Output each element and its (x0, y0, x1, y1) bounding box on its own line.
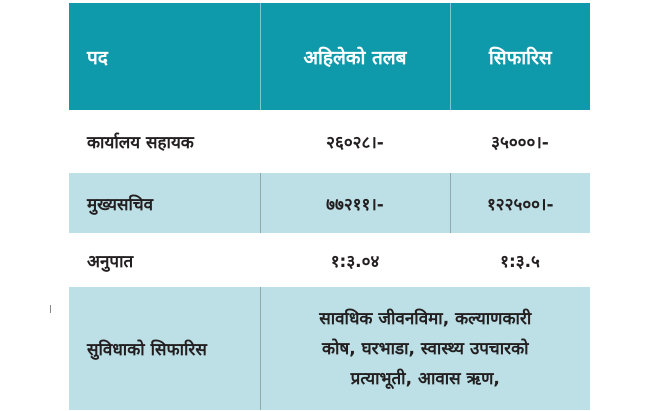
cell-recommended: १:३.५ (450, 233, 590, 287)
table-row: मुख्यसचिव ७७२११।- १२२५००।- (69, 173, 590, 233)
header-post: पद (69, 3, 260, 110)
cell-current: २६०२८।- (260, 110, 450, 173)
cell-post: अनुपात (69, 233, 260, 287)
cell-post: मुख्यसचिव (69, 173, 260, 233)
table-row: अनुपात १:३.०४ १:३.५ (69, 233, 590, 287)
benefits-label: सुविधाको सिफारिस (69, 287, 260, 410)
benefits-line: कोष, घरभाडा, स्वास्थ्य उपचारको (321, 338, 529, 359)
cell-recommended: १२२५००।- (449, 173, 590, 233)
cell-current: १:३.०४ (260, 233, 450, 287)
benefits-row: सुविधाको सिफारिस सावधिक जीवनविमा, कल्याण… (69, 287, 590, 410)
margin-mark (50, 305, 51, 313)
benefits-text: सावधिक जीवनविमा, कल्याणकारी कोष, घरभाडा,… (259, 287, 590, 410)
header-recommendation: सिफारिस (449, 3, 590, 110)
table-header-row: पद अहिलेको तलब सिफारिस (69, 3, 590, 110)
cell-current: ७७२११।- (259, 173, 450, 233)
benefits-line: प्रत्याभूती, आवास ऋण, (350, 368, 500, 389)
cell-post: कार्यालय सहायक (69, 110, 260, 173)
header-current-salary: अहिलेको तलब (259, 3, 450, 110)
table-row: कार्यालय सहायक २६०२८।- ३५०००।- (69, 110, 590, 173)
benefits-line: सावधिक जीवनविमा, कल्याणकारी (319, 308, 532, 329)
salary-comparison-table: पद अहिलेको तलब सिफारिस कार्यालय सहायक २६… (69, 3, 590, 410)
cell-recommended: ३५०००।- (450, 110, 590, 173)
